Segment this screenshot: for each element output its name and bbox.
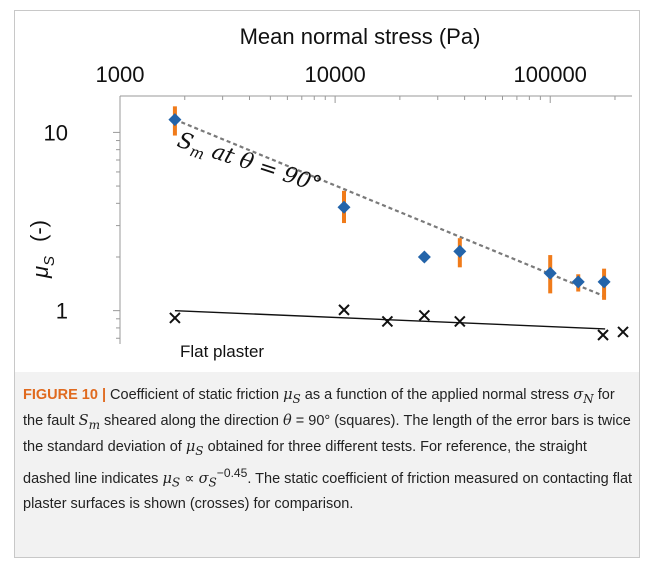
cross-point <box>597 329 609 341</box>
x-tick-label: 10000 <box>305 62 366 87</box>
axes <box>119 95 632 344</box>
diamond-point <box>571 275 585 289</box>
x-axis-title: Mean normal stress (Pa) <box>240 24 481 49</box>
caption-sub-s2: S <box>195 443 204 458</box>
caption-sigma-s: σ <box>198 470 209 487</box>
caption-propto: ∝ <box>180 470 199 487</box>
caption-text-4: sheared along the direction <box>100 412 284 429</box>
caption-text-5: = 90° (squares). The length of the error… <box>23 412 631 455</box>
diamond-point <box>168 113 182 127</box>
markers <box>168 113 629 341</box>
diamond-point <box>337 200 351 214</box>
diamond-point <box>597 275 611 289</box>
figure-caption: FIGURE 10 | Coefficient of static fricti… <box>23 384 633 515</box>
cross-point <box>381 315 394 328</box>
caption-label: FIGURE 10 <box>23 387 98 403</box>
cross-stroke <box>381 315 394 328</box>
cross-point <box>418 309 431 322</box>
diamond-point <box>453 244 467 258</box>
annotations: Sm at θ = 90° Flat plaster <box>173 128 324 361</box>
y-ticks: 1 10 <box>44 120 120 339</box>
y-tick-label: 1 <box>56 299 68 324</box>
caption-mu-s: μ <box>283 387 293 403</box>
caption-sup-exp: −0.45 <box>216 465 248 480</box>
fit-annotation-m: m <box>188 142 207 164</box>
chart: 1000 10000 100000 1 10 Mean normal stress (… <box>26 24 632 361</box>
diamond-point <box>543 266 557 280</box>
cross-stroke <box>169 312 181 324</box>
fit-annotation-rest: at θ = 90° <box>202 137 324 198</box>
flat-plaster-label: Flat plaster <box>180 342 264 361</box>
caption-sub-s3: S <box>171 475 181 490</box>
cross-stroke <box>418 309 431 322</box>
y-tick-label: 10 <box>44 120 68 145</box>
x-ticks: 1000 10000 100000 <box>96 62 616 103</box>
caption-sigma-n: σ <box>573 387 584 403</box>
caption-s-m: S <box>78 412 89 429</box>
cross-stroke <box>617 326 629 338</box>
fit-line-dashed <box>174 118 606 298</box>
plot-frame <box>14 10 640 374</box>
cross-stroke <box>338 304 350 316</box>
cross-point <box>169 312 181 324</box>
cross-stroke <box>597 329 609 341</box>
caption-sub-n: N <box>583 391 594 406</box>
caption-theta: θ <box>283 412 292 429</box>
cross-point <box>454 315 466 328</box>
svg-text:μS: μS <box>28 256 58 279</box>
cross-point <box>338 304 350 316</box>
caption-text-3: for the fault <box>23 387 615 429</box>
caption-text-1: Coefficient of static friction <box>106 387 284 403</box>
caption-text-6: obtained for three different tests. For … <box>23 438 587 487</box>
caption-text-2: as a function of the applied normal stre… <box>300 387 574 403</box>
y-axis-title-sub: S <box>41 256 58 266</box>
cross-point <box>617 326 629 338</box>
caption-text-7: . The static coefficient of friction mea… <box>23 470 633 513</box>
caption-sub-m: m <box>88 417 101 432</box>
caption-separator: | <box>101 387 107 403</box>
fit-annotation-s: S <box>174 128 196 156</box>
caption-mu-s2: μ <box>185 438 196 455</box>
y-axis-title: μS (-) <box>26 220 58 279</box>
diamond-point <box>417 250 431 264</box>
y-axis-title-unit: (-) <box>26 220 51 242</box>
caption-mu-s3: μ <box>162 470 172 487</box>
fit-annotation: Sm at θ = 90° <box>173 128 324 201</box>
y-axis-title-mu: μ <box>28 266 53 279</box>
x-tick-label: 100000 <box>514 62 587 87</box>
x-tick-label: 1000 <box>96 62 145 87</box>
cross-stroke <box>454 315 466 328</box>
caption-box: FIGURE 10 | Coefficient of static fricti… <box>14 372 640 558</box>
caption-sub-s: S <box>292 391 301 406</box>
caption-sub-sig: S <box>208 475 217 490</box>
